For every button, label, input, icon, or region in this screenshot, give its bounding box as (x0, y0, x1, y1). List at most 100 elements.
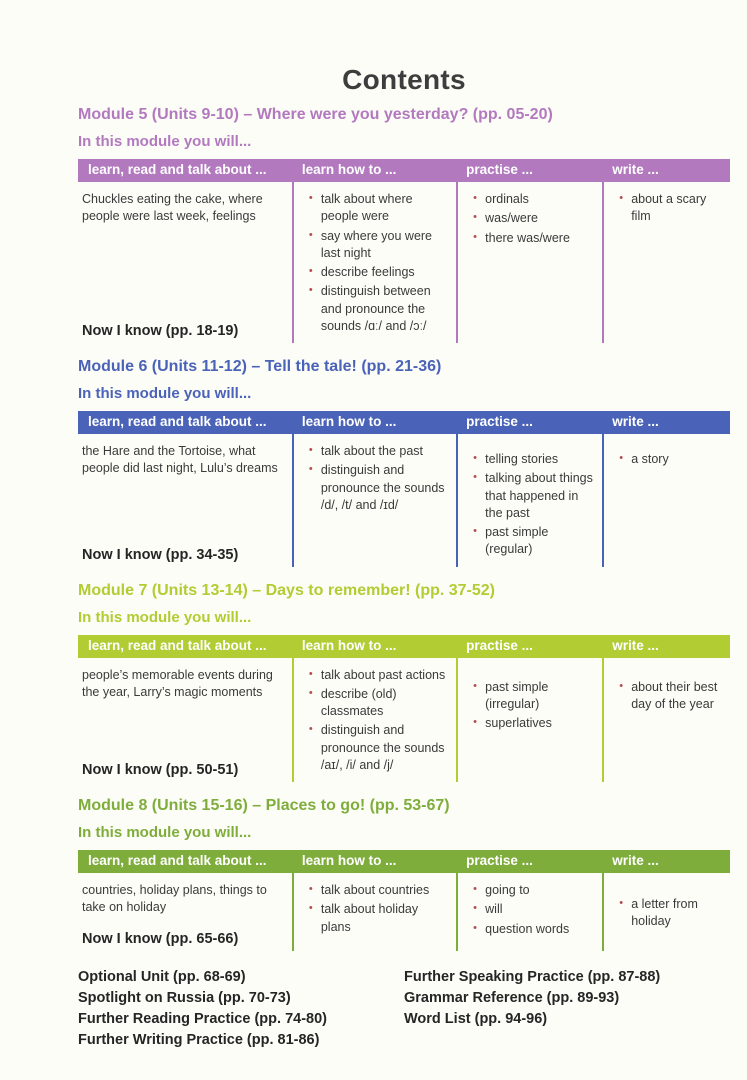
list-item: past simple (irregular) (470, 679, 597, 714)
cell-learn-how: talk about past actions describe (old) c… (291, 657, 456, 782)
column-header-learn-how: learn how to ... (301, 637, 397, 653)
table-body: Chuckles eating the cake, where people w… (78, 182, 730, 343)
column-header-learn-read: learn, read and talk about ... (88, 162, 267, 177)
list-item: talk about holiday plans (306, 901, 451, 936)
cell-write: about a scary film (602, 182, 730, 343)
cell-learn-how: talk about countries talk about holiday … (291, 873, 456, 951)
footer-item: Word List (pp. 94-96) (404, 1010, 548, 1027)
module-8-table: learn, read and talk about ... learn how… (78, 850, 730, 951)
list-item: distinguish between and pronounce the so… (306, 283, 451, 335)
cell-learn-read: the Hare and the Tortoise, what people d… (78, 434, 292, 567)
table-body: the Hare and the Tortoise, what people d… (78, 434, 730, 567)
cell-learn-read: countries, holiday plans, things to take… (78, 873, 292, 951)
list-item: talk about the past (306, 443, 451, 460)
bullet-list: talk about the past distinguish and pron… (306, 443, 451, 514)
footer-item: Further Reading Practice (pp. 74-80) (78, 1010, 327, 1027)
column-header-write: write ... (612, 414, 659, 429)
bullet-list: a story (616, 451, 725, 468)
table-header-row: learn, read and talk about ... learn how… (78, 411, 730, 434)
list-item: superlatives (470, 715, 597, 732)
module-7-table: learn, read and talk about ... learn how… (78, 634, 730, 783)
topic-text: people’s memorable events during the yea… (82, 667, 273, 699)
module-6-table: learn, read and talk about ... learn how… (78, 411, 730, 567)
list-item: describe (old) classmates (306, 686, 451, 721)
footer-item: Optional Unit (pp. 68-69) (78, 968, 246, 985)
list-item: a letter from holiday (616, 896, 725, 931)
cell-write: about their best day of the year (602, 657, 730, 782)
table-body: people’s memorable events during the yea… (78, 657, 730, 783)
column-header-practise: practise ... (466, 853, 533, 868)
column-header-learn-how: learn how to ... (301, 162, 397, 177)
module-8-section: Module 8 (Units 15-16) – Places to go! (… (78, 797, 730, 951)
now-i-know-label: Now I know (pp. 34-35) (82, 546, 239, 563)
list-item: talking about things that happened in th… (470, 470, 597, 522)
bullet-list: about their best day of the year (616, 679, 725, 714)
module-5-heading: Module 5 (Units 9-10) – Where were you y… (78, 106, 553, 123)
bullet-list: talk about countries talk about holiday … (306, 882, 451, 936)
footer-item: Further Writing Practice (pp. 81-86) (78, 1031, 320, 1048)
column-header-learn-how: learn how to ... (301, 853, 397, 868)
module-5-table: learn, read and talk about ... learn how… (78, 159, 730, 343)
contents-page: Contents Module 5 (Units 9-10) – Where w… (0, 0, 747, 1053)
cell-practise: ordinals was/were there was/were (456, 182, 602, 343)
list-item: describe feelings (306, 264, 451, 281)
module-6-heading: Module 6 (Units 11-12) – Tell the tale! … (78, 358, 442, 375)
list-item: telling stories (470, 451, 597, 468)
list-item: about a scary film (616, 191, 725, 226)
list-item: past simple (regular) (470, 524, 597, 559)
topic-text: countries, holiday plans, things to take… (82, 883, 267, 915)
footer-left-column: Optional Unit (pp. 68-69) Spotlight on R… (78, 969, 404, 1053)
bullet-list: talk about where people were say where y… (306, 191, 451, 335)
cell-learn-read: Chuckles eating the cake, where people w… (78, 182, 292, 343)
topic-text: Chuckles eating the cake, where people w… (82, 192, 263, 224)
list-item: talk about countries (306, 882, 451, 899)
column-header-practise: practise ... (466, 414, 533, 429)
table-header-row: learn, read and talk about ... learn how… (78, 850, 730, 873)
module-7-heading: Module 7 (Units 13-14) – Days to remembe… (78, 581, 495, 599)
module-5-section: Module 5 (Units 9-10) – Where were you y… (78, 106, 730, 343)
module-8-intro: In this module you will... (78, 824, 252, 841)
list-item: distinguish and pronounce the sounds /d/… (306, 462, 451, 514)
column-header-learn-how: learn how to ... (301, 414, 397, 429)
cell-write: a story (602, 434, 730, 567)
now-i-know-label: Now I know (pp. 50-51) (82, 762, 239, 778)
list-item: will (470, 901, 597, 918)
list-item: ordinals (470, 191, 597, 208)
list-item: a story (616, 451, 725, 468)
column-header-practise: practise ... (466, 162, 533, 177)
list-item: distinguish and pronounce the sounds /aɪ… (306, 722, 451, 774)
bullet-list: talk about past actions describe (old) c… (306, 667, 451, 775)
list-item: there was/were (470, 230, 597, 247)
bullet-list: telling stories talking about things tha… (470, 451, 597, 559)
list-item: about their best day of the year (616, 679, 725, 714)
list-item: going to (470, 882, 597, 899)
column-header-write: write ... (612, 637, 659, 653)
column-header-learn-read: learn, read and talk about ... (88, 637, 267, 653)
table-body: countries, holiday plans, things to take… (78, 873, 730, 951)
bullet-list: a letter from holiday (616, 896, 725, 931)
footer-references: Optional Unit (pp. 68-69) Spotlight on R… (78, 969, 730, 1053)
column-header-write: write ... (612, 162, 659, 177)
cell-learn-how: talk about where people were say where y… (291, 182, 456, 343)
column-header-learn-read: learn, read and talk about ... (88, 853, 267, 868)
cell-learn-read: people’s memorable events during the yea… (78, 658, 292, 783)
footer-item: Spotlight on Russia (pp. 70-73) (78, 989, 291, 1006)
bullet-list: about a scary film (616, 191, 725, 226)
list-item: question words (470, 921, 597, 938)
cell-practise: telling stories talking about things tha… (456, 434, 602, 567)
bullet-list: past simple (irregular) superlatives (470, 679, 597, 733)
table-header-row: learn, read and talk about ... learn how… (78, 634, 730, 658)
column-header-write: write ... (612, 853, 659, 868)
module-6-section: Module 6 (Units 11-12) – Tell the tale! … (78, 358, 730, 567)
column-header-learn-read: learn, read and talk about ... (88, 414, 267, 429)
module-6-intro: In this module you will... (78, 385, 252, 402)
module-8-heading: Module 8 (Units 15-16) – Places to go! (… (78, 797, 450, 814)
list-item: talk about where people were (306, 191, 451, 226)
list-item: was/were (470, 210, 597, 227)
now-i-know-label: Now I know (pp. 65-66) (82, 930, 239, 947)
list-item: talk about past actions (306, 667, 451, 684)
now-i-know-label: Now I know (pp. 18-19) (82, 323, 239, 339)
cell-learn-how: talk about the past distinguish and pron… (291, 434, 456, 567)
footer-right-column: Further Speaking Practice (pp. 87-88) Gr… (404, 969, 730, 1053)
footer-item: Grammar Reference (pp. 89-93) (404, 989, 620, 1006)
